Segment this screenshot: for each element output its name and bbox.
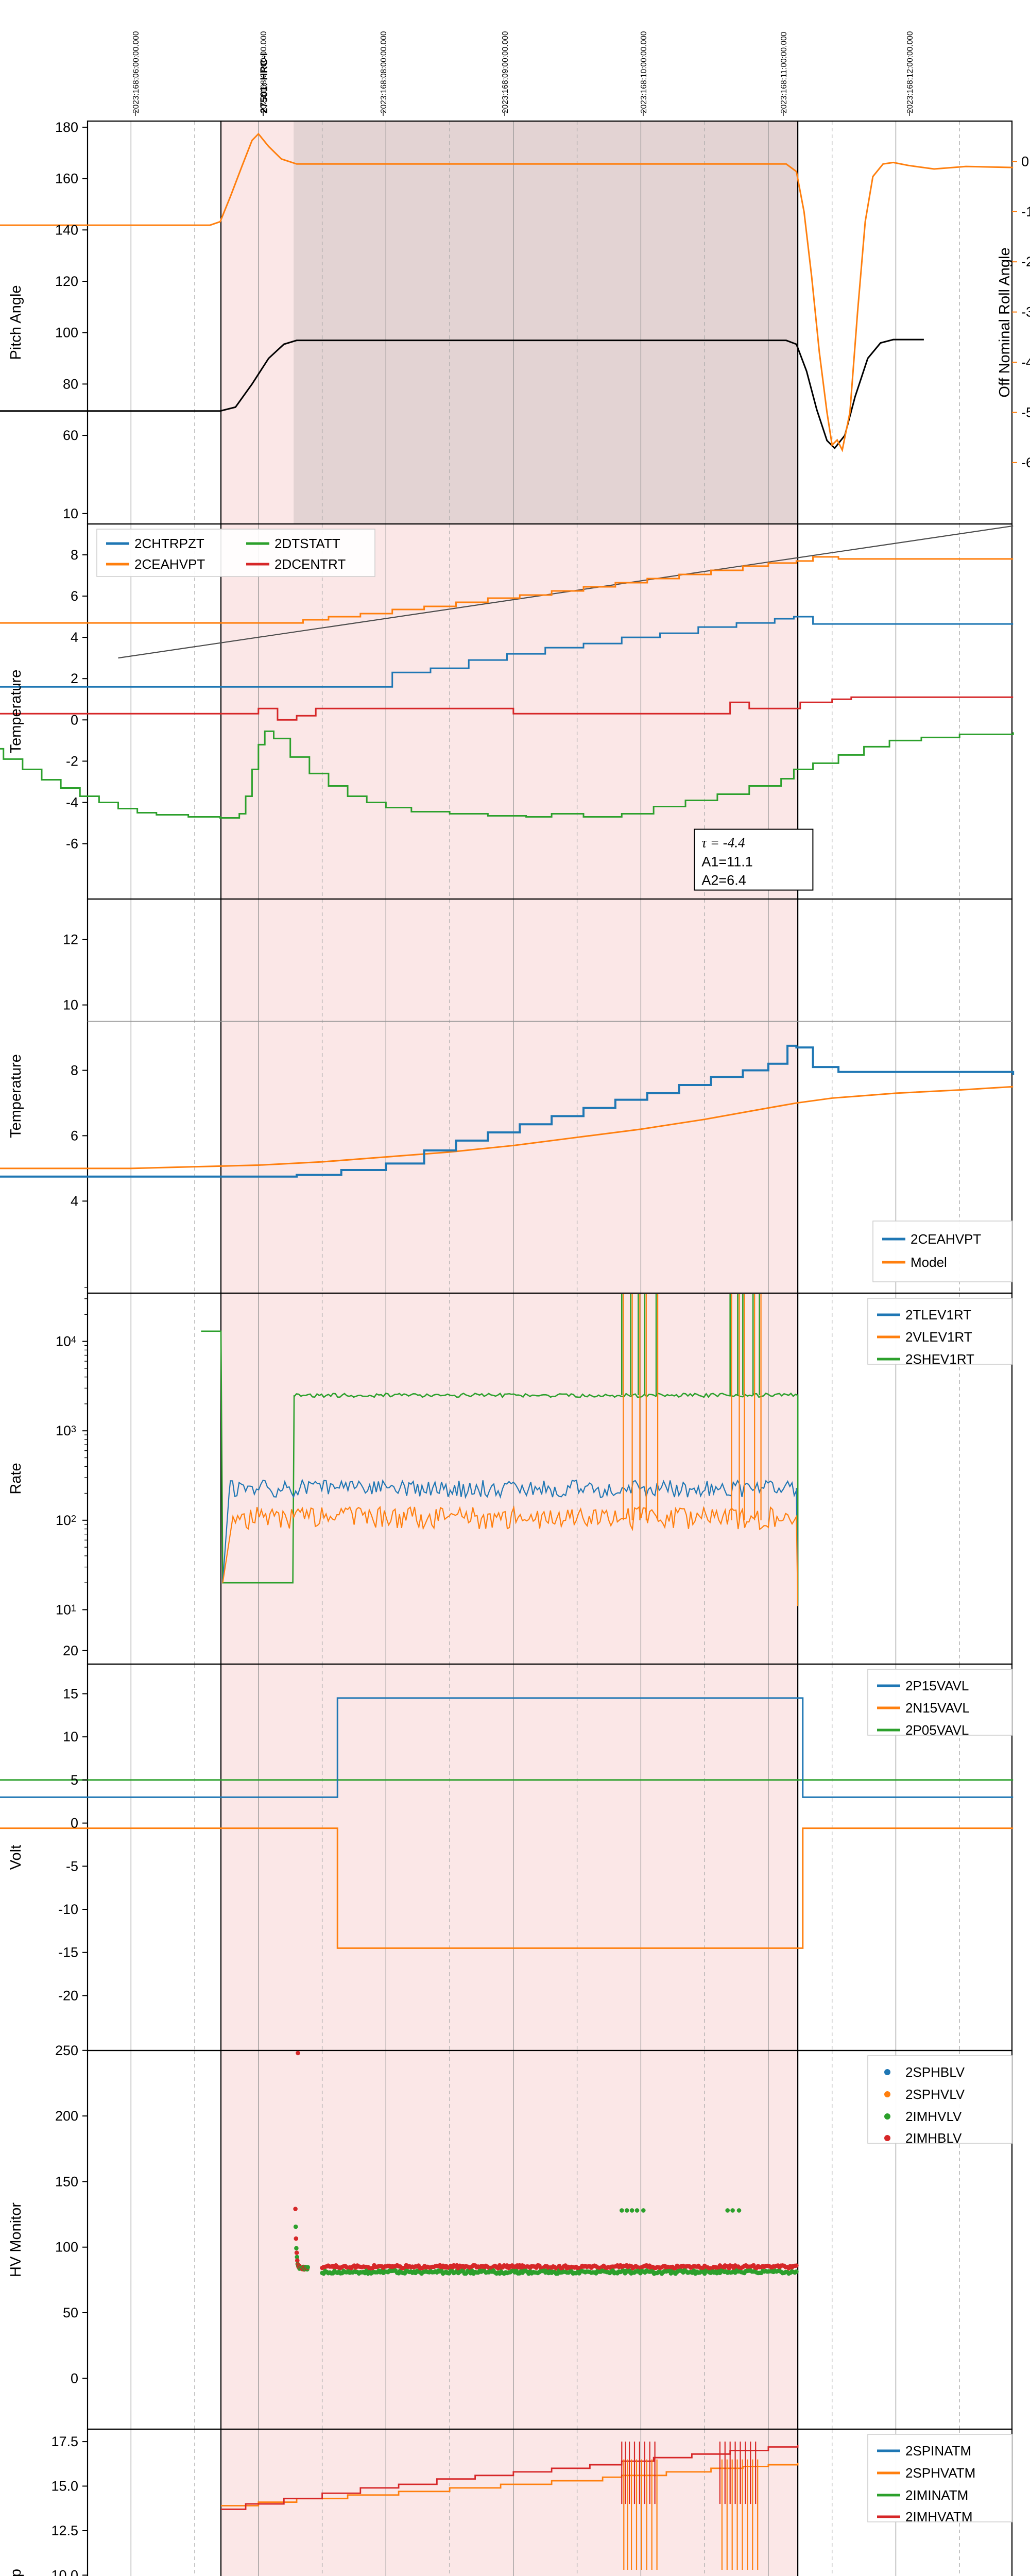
svg-text:HV Monitor: HV Monitor (8, 2202, 24, 2277)
svg-text:2023:168:09:00:00.000: 2023:168:09:00:00.000 (501, 31, 510, 113)
svg-text:2CEAHVPT: 2CEAHVPT (911, 1231, 981, 1247)
svg-text:200: 200 (55, 2108, 78, 2124)
svg-text:60: 60 (63, 428, 78, 443)
svg-text:250: 250 (55, 2043, 78, 2058)
svg-text:Temperature: Temperature (8, 670, 24, 754)
svg-text:100: 100 (55, 2240, 78, 2255)
svg-text:2IMHVATM: 2IMHVATM (905, 2509, 972, 2524)
svg-text:2SPHVLV: 2SPHVLV (905, 2087, 965, 2102)
svg-text:-2: -2 (66, 753, 78, 769)
svg-text:2023:168:11:00:00.000: 2023:168:11:00:00.000 (780, 31, 788, 113)
svg-text:2SPHVATM: 2SPHVATM (905, 2465, 975, 2481)
svg-text:Off Nominal Roll Angle: Off Nominal Roll Angle (997, 247, 1013, 397)
svg-text:2023:168:06:00:00.000: 2023:168:06:00:00.000 (132, 31, 141, 113)
svg-text:15: 15 (63, 1686, 78, 1702)
svg-text:2SPHBLV: 2SPHBLV (905, 2064, 965, 2080)
svg-text:10: 10 (63, 997, 78, 1013)
svg-text:-4: -4 (1021, 354, 1030, 370)
svg-text:100: 100 (55, 325, 78, 341)
svg-text:2CEAHVPT: 2CEAHVPT (134, 556, 205, 572)
svg-text:15.0: 15.0 (51, 2479, 78, 2494)
svg-text:A2=6.4: A2=6.4 (701, 873, 746, 888)
svg-text:80: 80 (63, 376, 78, 392)
svg-text:0: 0 (71, 1816, 78, 1831)
svg-text:2CHTRPZT: 2CHTRPZT (134, 536, 204, 551)
svg-text:8: 8 (71, 547, 78, 563)
svg-text:0: 0 (71, 2370, 78, 2386)
svg-text:4: 4 (71, 1193, 78, 1209)
svg-text:2P15VAVL: 2P15VAVL (905, 1678, 969, 1693)
svg-text:120: 120 (55, 274, 78, 289)
svg-text:2SPINATM: 2SPINATM (905, 2443, 971, 2459)
svg-text:Rate: Rate (8, 1463, 24, 1494)
svg-text:τ = -4.4: τ = -4.4 (701, 835, 745, 851)
svg-text:180: 180 (55, 120, 78, 135)
svg-text:20: 20 (63, 1643, 78, 1658)
svg-text:2P05VAVL: 2P05VAVL (905, 1722, 969, 1738)
svg-text:10.0: 10.0 (51, 2567, 78, 2576)
svg-text:-5: -5 (1021, 404, 1030, 420)
svg-text:160: 160 (55, 171, 78, 187)
svg-text:-15: -15 (58, 1945, 78, 1960)
svg-text:2N15VAVL: 2N15VAVL (905, 1700, 970, 1716)
svg-text:A1=11.1: A1=11.1 (701, 854, 752, 870)
svg-text:-20: -20 (58, 1988, 78, 2003)
svg-text:27501: HRC-I: 27501: HRC-I (259, 53, 270, 113)
svg-text:10: 10 (63, 1729, 78, 1744)
svg-text:2IMHVLV: 2IMHVLV (905, 2109, 962, 2124)
svg-text:140: 140 (55, 222, 78, 238)
svg-text:2DTSTATT: 2DTSTATT (274, 536, 340, 551)
svg-text:-3: -3 (1021, 304, 1030, 320)
svg-text:2IMINATM: 2IMINATM (905, 2487, 968, 2503)
svg-text:Volt: Volt (8, 1845, 24, 1870)
svg-text:6: 6 (71, 1128, 78, 1143)
svg-text:Detector Temp: Detector Temp (8, 2569, 24, 2576)
svg-text:50: 50 (63, 2305, 78, 2320)
svg-text:Pitch Angle: Pitch Angle (8, 285, 24, 360)
svg-text:-2: -2 (1021, 254, 1030, 269)
svg-text:2: 2 (71, 671, 78, 686)
svg-text:4: 4 (71, 630, 78, 645)
svg-text:101: 101 (56, 1602, 76, 1617)
svg-text:-1: -1 (1021, 204, 1030, 219)
svg-text:0: 0 (1021, 154, 1029, 169)
svg-text:8: 8 (71, 1063, 78, 1078)
svg-text:-10: -10 (58, 1902, 78, 1917)
svg-text:-6: -6 (1021, 455, 1030, 470)
svg-text:2SHEV1RT: 2SHEV1RT (905, 1351, 974, 1367)
svg-text:-5: -5 (66, 1858, 78, 1874)
svg-text:Model: Model (911, 1255, 947, 1270)
svg-text:0: 0 (71, 712, 78, 727)
svg-text:2023:168:10:00:00.000: 2023:168:10:00:00.000 (640, 31, 648, 113)
svg-text:12.5: 12.5 (51, 2523, 78, 2538)
svg-text:103: 103 (56, 1423, 76, 1438)
svg-text:150: 150 (55, 2174, 78, 2189)
svg-text:2VLEV1RT: 2VLEV1RT (905, 1329, 972, 1345)
svg-text:2TLEV1RT: 2TLEV1RT (905, 1307, 971, 1323)
svg-text:17.5: 17.5 (51, 2434, 78, 2449)
svg-text:6: 6 (71, 588, 78, 604)
svg-text:12: 12 (63, 932, 78, 947)
svg-text:104: 104 (56, 1334, 76, 1349)
svg-text:2023:168:12:00:00.000: 2023:168:12:00:00.000 (906, 31, 915, 113)
svg-text:-6: -6 (66, 836, 78, 852)
svg-text:5: 5 (71, 1772, 78, 1788)
svg-text:Temperature: Temperature (8, 1054, 24, 1138)
svg-text:102: 102 (56, 1513, 76, 1528)
svg-text:-4: -4 (66, 795, 78, 810)
svg-text:10: 10 (63, 506, 78, 521)
svg-text:2DCENTRT: 2DCENTRT (274, 556, 346, 572)
svg-text:2023:168:08:00:00.000: 2023:168:08:00:00.000 (380, 31, 388, 113)
svg-text:2IMHBLV: 2IMHBLV (905, 2130, 962, 2146)
